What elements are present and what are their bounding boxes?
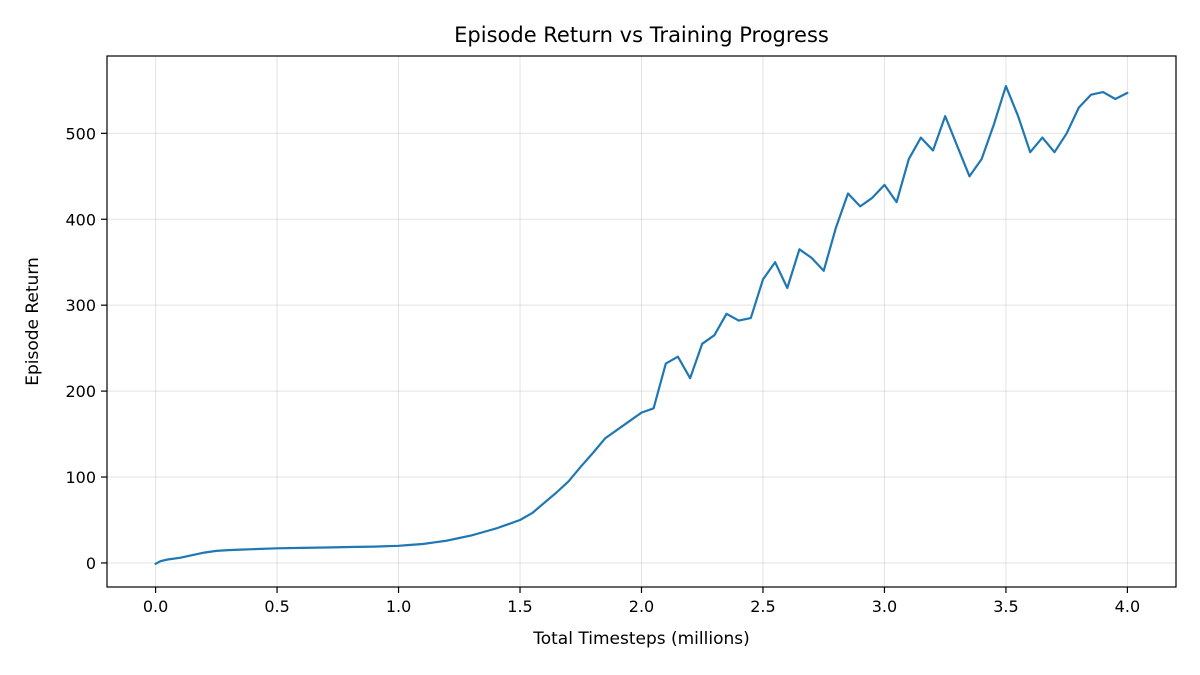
x-tick-label: 2.0 xyxy=(629,597,654,616)
x-tick-label: 2.5 xyxy=(750,597,775,616)
x-tick-label: 0.0 xyxy=(143,597,168,616)
y-axis-label: Episode Return xyxy=(23,257,43,386)
y-tick-label: 300 xyxy=(65,296,96,315)
x-tick-label: 1.0 xyxy=(386,597,411,616)
x-tick-label: 4.0 xyxy=(1115,597,1140,616)
x-tick-label: 3.5 xyxy=(993,597,1018,616)
y-tick-label: 500 xyxy=(65,124,96,143)
y-tick-label: 100 xyxy=(65,468,96,487)
x-tick-label: 1.5 xyxy=(507,597,532,616)
series-layer xyxy=(154,85,1129,565)
x-axis-label: Total Timesteps (millions) xyxy=(532,629,750,649)
y-axis-ticks: 0 100 200 300 400 500 xyxy=(65,124,107,573)
series-line-0 xyxy=(154,85,1129,565)
y-tick-label: 0 xyxy=(86,554,96,573)
chart-title: Episode Return vs Training Progress xyxy=(454,23,829,47)
x-tick-label: 0.5 xyxy=(264,597,289,616)
y-tick-label: 200 xyxy=(65,382,96,401)
grid xyxy=(107,56,1176,587)
x-tick-label: 3.0 xyxy=(872,597,897,616)
y-tick-label: 400 xyxy=(65,210,96,229)
x-axis-ticks: 0.0 0.5 1.0 1.5 2.0 2.5 3.0 3.5 4.0 xyxy=(143,587,1140,616)
